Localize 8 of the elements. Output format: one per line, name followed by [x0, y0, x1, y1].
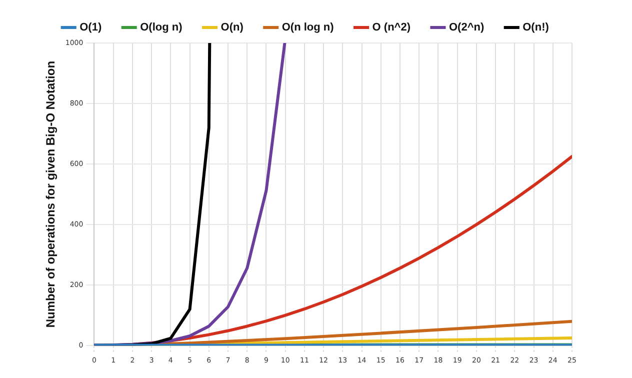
legend-label: O(n log n)	[282, 22, 334, 34]
legend-label: O(log n)	[140, 22, 183, 34]
legend-label: O(n!)	[522, 22, 550, 34]
legend-label: O(1)	[80, 22, 102, 34]
legend-label: O(n)	[220, 22, 244, 34]
legend-label: O(2^n)	[448, 22, 484, 34]
y-axis-title: Number of operations for given Big-O Notation	[44, 60, 58, 328]
legend-label: O (n^2)	[372, 22, 411, 34]
